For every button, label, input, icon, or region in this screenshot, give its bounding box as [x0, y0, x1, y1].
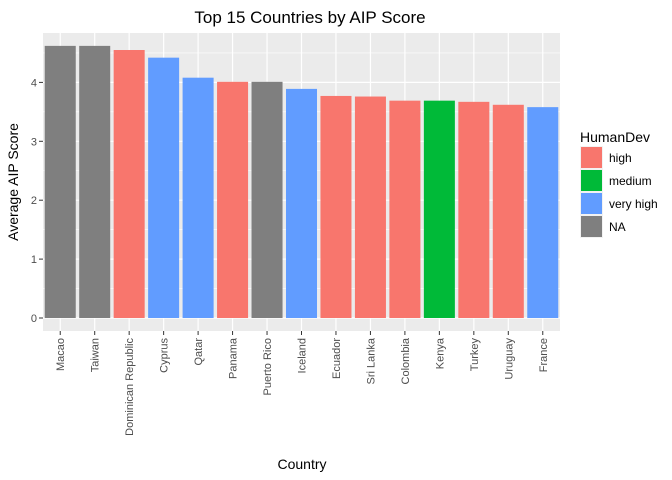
legend-label: high: [609, 151, 632, 165]
x-tick-label: Qatar: [193, 338, 205, 366]
bar-iceland: [285, 88, 318, 318]
x-tick-label: Uruguay: [503, 338, 515, 380]
y-tick-label: 1: [31, 254, 37, 266]
legend-swatch: [581, 170, 602, 191]
legend-items: high medium very high NA: [580, 146, 658, 238]
chart-title: Top 15 Countries by AIP Score: [194, 8, 425, 27]
legend-label: very high: [609, 197, 658, 211]
bar-france: [527, 107, 559, 318]
legend-swatch: [581, 147, 602, 168]
bars: [44, 45, 559, 319]
bar-sri-lanka: [354, 96, 386, 318]
x-tick-label: Macao: [55, 338, 67, 371]
x-tick-label: France: [538, 338, 550, 372]
bar-puerto-rico: [251, 81, 283, 318]
x-tick-label: Taiwan: [90, 338, 102, 372]
y-tick-label: 0: [31, 313, 37, 325]
bar-colombia: [389, 100, 421, 318]
bar-taiwan: [79, 45, 111, 319]
bar-uruguay: [492, 104, 524, 318]
x-axis-ticks: Macao Taiwan Dominican Republic Cyprus Qatar…: [55, 331, 550, 436]
x-tick-label: Iceland: [297, 338, 309, 373]
legend-swatch: [581, 216, 602, 237]
x-tick-label: Turkey: [469, 338, 481, 372]
x-tick-label: Puerto Rico: [262, 338, 274, 395]
x-tick-label: Colombia: [400, 337, 412, 384]
legend-title: HumanDev: [580, 129, 650, 145]
bar-qatar: [182, 77, 214, 318]
bar-ecuador: [320, 95, 352, 319]
legend-swatch: [581, 193, 602, 214]
x-tick-label: Dominican Republic: [124, 338, 136, 436]
bar-turkey: [458, 101, 490, 318]
x-tick-label: Sri Lanka: [365, 337, 377, 384]
bar-cyprus: [148, 57, 180, 319]
y-axis-title: Average AIP Score: [5, 123, 21, 241]
x-tick-label: Cyprus: [159, 338, 171, 373]
legend-label: medium: [609, 174, 652, 188]
x-axis-title: Country: [277, 456, 326, 472]
bar-macao: [44, 45, 76, 319]
bar-kenya: [423, 100, 455, 318]
x-tick-label: Panama: [228, 337, 240, 379]
bar-panama: [217, 81, 249, 318]
bar-dominican-republic: [113, 50, 145, 318]
x-tick-label: Ecuador: [331, 338, 343, 379]
legend-label: NA: [609, 220, 626, 234]
legend: HumanDev high medium very high NA: [580, 129, 658, 238]
y-axis-ticks: 0 1 2 3 4: [31, 77, 43, 325]
y-tick-label: 2: [31, 195, 37, 207]
x-tick-label: Kenya: [434, 337, 446, 369]
y-tick-label: 4: [31, 77, 37, 89]
y-tick-label: 3: [31, 136, 37, 148]
